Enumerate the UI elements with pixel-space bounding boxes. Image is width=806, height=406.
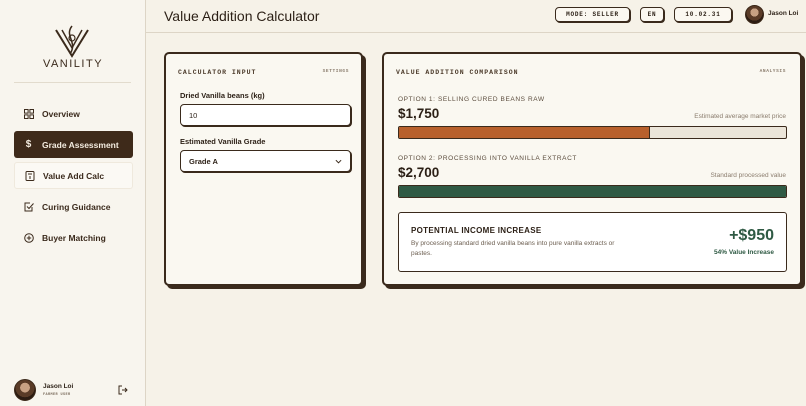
card-title: CALCULATOR INPUT bbox=[178, 69, 257, 76]
top-bar: Value Addition Calculator MODE: SELLER E… bbox=[146, 0, 806, 33]
logo-text: VANILITY bbox=[42, 58, 104, 70]
sidebar-item-value-add-calc[interactable]: Value Add Calc bbox=[14, 162, 133, 189]
income-description: By processing standard dried vanilla bea… bbox=[411, 240, 615, 258]
option2-bar bbox=[398, 185, 787, 198]
sidebar-item-overview[interactable]: Overview bbox=[14, 100, 133, 127]
sidebar-item-grade-assessment[interactable]: $ Grade Assessment bbox=[14, 131, 133, 158]
mode-chip[interactable]: MODE: SELLER bbox=[555, 7, 630, 22]
value-comparison-card: VALUE ADDITION COMPARISON ANALYSIS OPTIO… bbox=[382, 52, 802, 286]
grade-select-value: Grade A bbox=[189, 156, 218, 166]
sidebar-item-curing-guidance[interactable]: Curing Guidance bbox=[14, 193, 133, 220]
sidebar: VANILITY Overview $ Grade Assessment Val… bbox=[0, 0, 146, 406]
sidebar-item-label: Value Add Calc bbox=[43, 170, 105, 181]
option2-label: OPTION 2: PROCESSING INTO VANILLA EXTRAC… bbox=[398, 155, 577, 162]
avatar[interactable] bbox=[745, 5, 764, 24]
sidebar-item-label: Buyer Matching bbox=[42, 232, 106, 243]
grid-icon bbox=[23, 108, 34, 119]
analysis-link[interactable]: ANALYSIS bbox=[759, 69, 786, 74]
grade-label: Estimated Vanilla Grade bbox=[180, 137, 266, 146]
beans-input[interactable]: 10 bbox=[180, 104, 351, 126]
logout-icon[interactable] bbox=[118, 385, 128, 395]
income-percent: 54% Value Increase bbox=[714, 249, 774, 256]
option1-bar-fill bbox=[399, 127, 650, 138]
sidebar-item-label: Curing Guidance bbox=[42, 201, 111, 212]
calculator-input-card: CALCULATOR INPUT SETTINGS Dried Vanilla … bbox=[164, 52, 363, 286]
user-role: FARMER USER bbox=[43, 393, 71, 397]
option1-label: OPTION 1: SELLING CURED BEANS RAW bbox=[398, 96, 545, 103]
avatar[interactable] bbox=[14, 379, 36, 401]
option2-note: Standard processed value bbox=[710, 172, 786, 179]
user-name: Jason Loi bbox=[43, 383, 74, 390]
language-chip[interactable]: EN bbox=[640, 7, 664, 22]
dollar-icon: $ bbox=[25, 139, 32, 150]
sidebar-user: Jason Loi FARMER USER bbox=[14, 379, 139, 402]
grade-select[interactable]: Grade A bbox=[180, 150, 351, 172]
income-title: POTENTIAL INCOME INCREASE bbox=[411, 226, 542, 235]
card-title: VALUE ADDITION COMPARISON bbox=[396, 69, 519, 76]
option2-value: $2,700 bbox=[398, 165, 440, 180]
sidebar-item-label: Overview bbox=[42, 108, 80, 119]
option1-value: $1,750 bbox=[398, 106, 440, 121]
beans-label: Dried Vanilla beans (kg) bbox=[180, 91, 265, 100]
plus-circle-icon bbox=[23, 232, 34, 243]
option2-bar-fill bbox=[399, 186, 786, 197]
chevron-down-icon bbox=[335, 159, 342, 164]
calculator-icon bbox=[24, 170, 35, 181]
vanilla-logo-icon bbox=[55, 25, 89, 58]
option1-bar bbox=[398, 126, 787, 139]
checkbox-icon bbox=[23, 201, 34, 212]
sidebar-item-label: Grade Assessment bbox=[42, 139, 119, 150]
date-chip: 10.02.31 bbox=[674, 7, 732, 22]
page-title: Value Addition Calculator bbox=[164, 8, 320, 24]
sidebar-item-buyer-matching[interactable]: Buyer Matching bbox=[14, 224, 133, 251]
sidebar-divider bbox=[14, 82, 131, 83]
option1-note: Estimated average market price bbox=[694, 113, 786, 120]
income-value: +$950 bbox=[729, 227, 774, 244]
user-name: Jason Loi bbox=[768, 10, 799, 17]
income-increase-box: POTENTIAL INCOME INCREASE By processing … bbox=[398, 212, 787, 272]
settings-link[interactable]: SETTINGS bbox=[322, 69, 349, 74]
